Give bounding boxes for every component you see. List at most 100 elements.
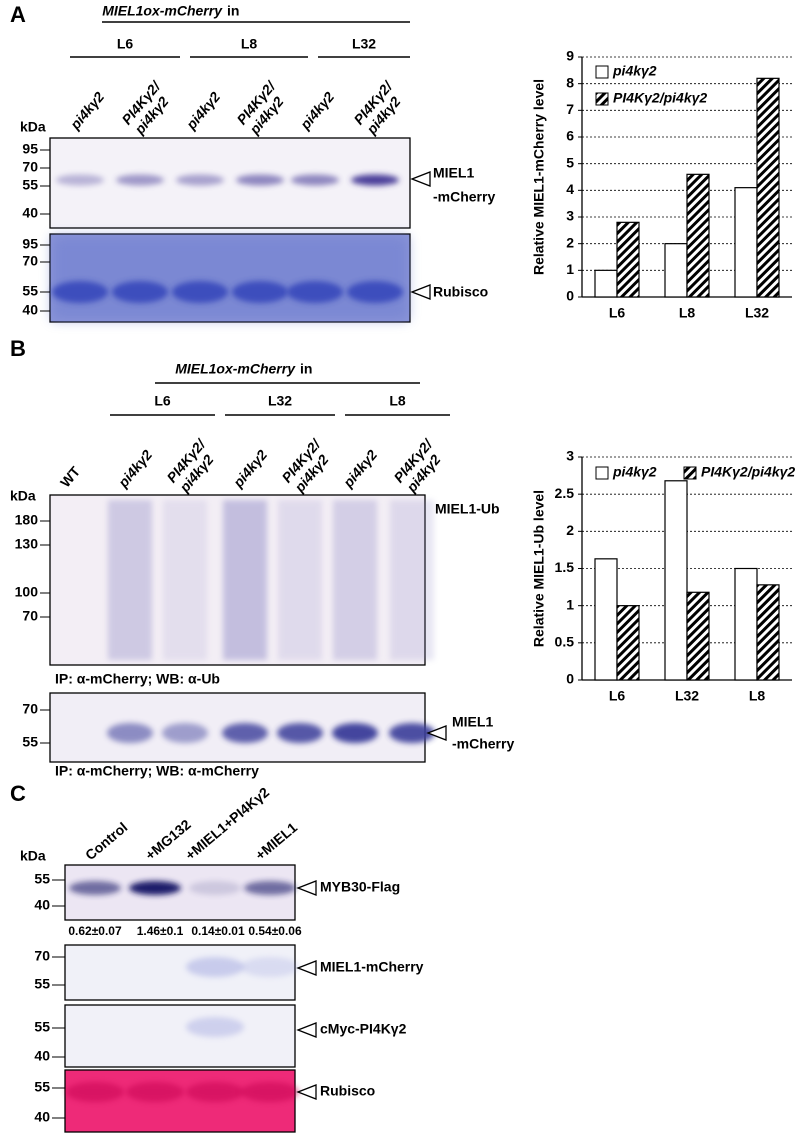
band: [241, 957, 299, 977]
marker: 55: [22, 177, 38, 193]
legend-label: PI4Kγ2/pi4kγ2: [701, 464, 795, 480]
band: [244, 881, 296, 895]
band: [116, 174, 164, 186]
header: in: [300, 361, 312, 377]
legend-swatch: [683, 466, 697, 480]
kda: kDa: [20, 848, 46, 864]
quantity: 1.46±0.1: [137, 924, 184, 938]
bar: [664, 480, 688, 681]
band-label: MIEL1: [433, 165, 474, 181]
band: [69, 881, 121, 895]
arrowhead: [296, 1022, 317, 1038]
bar: [616, 605, 640, 681]
band: [222, 723, 268, 743]
panel-label: A: [10, 2, 26, 27]
band-label: MIEL1: [452, 714, 493, 730]
legend-label: pi4kγ2: [612, 63, 657, 79]
band: [172, 281, 228, 303]
x-tick-label: L6: [609, 688, 626, 704]
group-label: L32: [352, 36, 376, 52]
arrowhead: [296, 880, 317, 896]
lane-label: Control: [82, 819, 130, 863]
blot-texture: [52, 236, 408, 320]
y-tick-label: 0: [566, 671, 574, 687]
quantity: 0.62±0.07: [68, 924, 122, 938]
x-tick-label: L32: [675, 688, 699, 704]
smear: [108, 500, 152, 660]
y-tick-label: 8: [566, 74, 574, 90]
arrowhead: [410, 171, 431, 187]
marker: 70: [22, 701, 38, 717]
legend-label: pi4kγ2: [612, 464, 657, 480]
bar: [756, 584, 780, 681]
marker: 100: [15, 584, 39, 600]
arrowhead: [426, 725, 447, 741]
loading-label: Rubisco: [433, 284, 488, 300]
y-tick-label: 5: [566, 154, 574, 170]
band: [52, 281, 108, 303]
band: [236, 174, 284, 186]
bar: [686, 173, 710, 298]
band: [66, 1082, 124, 1102]
marker: 40: [34, 1109, 50, 1125]
marker: 70: [34, 948, 50, 964]
band: [287, 281, 343, 303]
header: MIEL1ox-mCherry: [175, 361, 296, 377]
smear: [163, 500, 207, 660]
header: in: [227, 3, 239, 19]
marker: 40: [34, 1048, 50, 1064]
panel-label: C: [10, 781, 26, 806]
caption: IP: α-mCherry; WB: α-Ub: [55, 671, 220, 687]
lane-label: pi4kγ2: [114, 446, 155, 491]
marker: 95: [22, 141, 38, 157]
blot: [64, 1004, 296, 1068]
lane-label: pi4kγ2: [229, 446, 270, 491]
bar: [756, 77, 780, 298]
x-tick-label: L8: [749, 688, 766, 704]
x-tick-label: L32: [745, 305, 769, 321]
marker: 55: [22, 283, 38, 299]
legend-swatch: [595, 466, 609, 480]
lane-label: pi4kγ2: [296, 88, 337, 133]
y-axis-label: Relative MIEL1-mCherry level: [531, 79, 547, 275]
y-tick-label: 4: [566, 181, 574, 197]
marker: 130: [15, 536, 39, 552]
y-tick-label: 1: [566, 596, 574, 612]
group-label: L32: [268, 393, 292, 409]
smear: [333, 500, 377, 660]
lane-label: pi4kγ2: [339, 446, 380, 491]
blot-label: MIEL1-mCherry: [320, 959, 424, 975]
group-label: L6: [117, 36, 134, 52]
blot: [49, 137, 411, 229]
bar: [594, 558, 618, 681]
y-tick-label: 9: [566, 48, 574, 64]
lane-label: pi4kγ2: [182, 88, 223, 133]
band: [389, 723, 435, 743]
marker: 55: [34, 1019, 50, 1035]
y-tick-label: 6: [566, 128, 574, 144]
bar: [616, 221, 640, 298]
band: [162, 723, 208, 743]
marker: 70: [22, 159, 38, 175]
y-tick-label: 3: [566, 208, 574, 224]
x-tick-label: L6: [609, 305, 626, 321]
band: [126, 1082, 184, 1102]
bar: [734, 187, 758, 298]
bar: [664, 243, 688, 298]
x-tick-label: L8: [679, 305, 696, 321]
smear: [278, 500, 322, 660]
y-tick-label: 1.5: [555, 559, 575, 575]
legend-swatch: [595, 92, 609, 106]
ub-label: MIEL1-Ub: [435, 501, 500, 517]
band: [351, 174, 399, 186]
bar: [734, 567, 758, 681]
marker: 55: [34, 976, 50, 992]
arrowhead: [296, 1084, 317, 1100]
band: [129, 881, 181, 895]
legend-swatch: [595, 65, 609, 79]
bar: [686, 591, 710, 681]
blot-label: cMyc-PI4Kγ2: [320, 1021, 407, 1037]
legend-label: PI4Kγ2/pi4kγ2: [613, 90, 707, 106]
blot-label: Rubisco: [320, 1083, 375, 1099]
